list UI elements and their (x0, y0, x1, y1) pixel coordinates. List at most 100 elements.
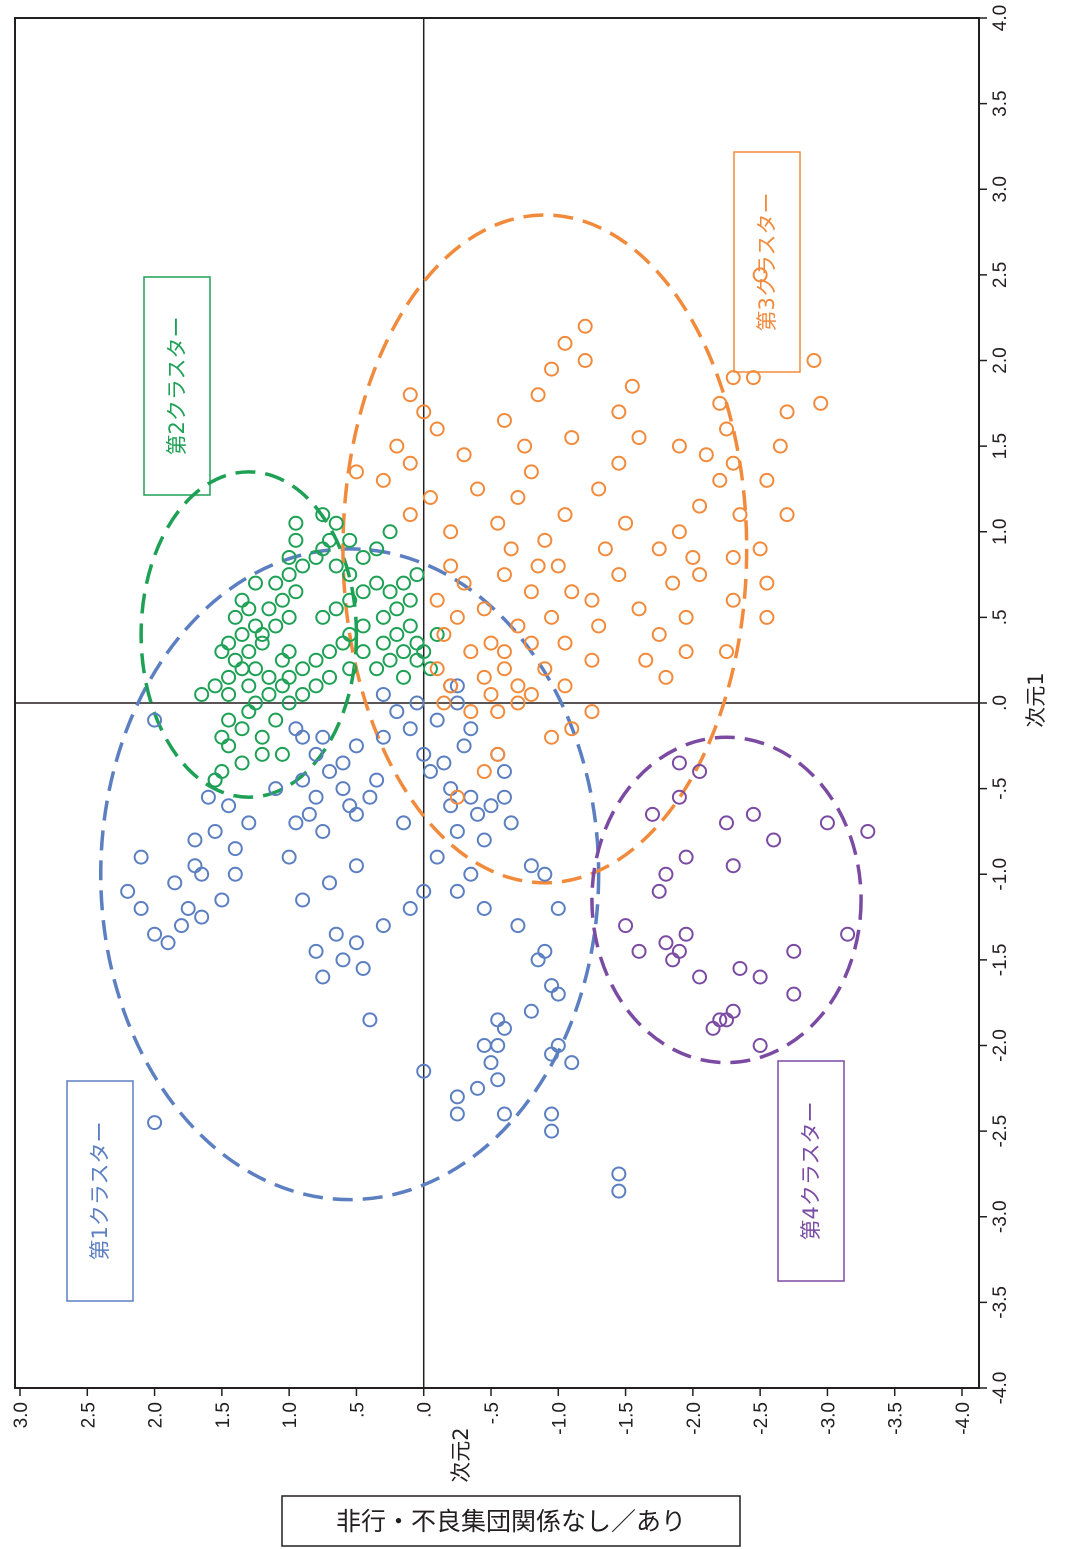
data-point (537, 532, 553, 548)
data-point (281, 609, 297, 625)
data-point (402, 455, 418, 471)
data-point (550, 901, 566, 916)
x-tick-label: -2.0 (990, 1029, 1011, 1062)
x-tick-label: -1.5 (990, 944, 1011, 977)
data-point (759, 575, 775, 591)
data-point (281, 849, 297, 865)
data-point (860, 823, 876, 839)
data-point (577, 318, 593, 334)
data-point (348, 806, 364, 822)
data-point (752, 267, 768, 283)
data-point (483, 635, 499, 651)
data-point (779, 507, 795, 523)
data-point (180, 901, 196, 916)
data-point (396, 815, 412, 831)
data-point (281, 669, 297, 685)
data-point (396, 575, 412, 591)
data-point (443, 798, 459, 814)
cluster-1-label-box (66, 1080, 134, 1302)
cluster-4-label: 第4クラスター (799, 1102, 823, 1241)
cluster-ellipse (341, 213, 749, 885)
data-point (597, 541, 613, 557)
x-tick-label: -3.0 (990, 1200, 1011, 1233)
data-point (402, 901, 418, 916)
data-point (745, 370, 761, 386)
data-point (160, 935, 176, 951)
data-point (658, 866, 674, 882)
data-point (261, 669, 277, 685)
data-point (254, 746, 270, 762)
data-point (389, 627, 405, 642)
y-tick-label: -2.0 (684, 1402, 705, 1435)
data-point (611, 455, 627, 471)
data-point (544, 978, 560, 994)
data-point (638, 652, 654, 668)
y-tick-label: 1.0 (280, 1402, 301, 1428)
data-point (194, 909, 210, 925)
data-point (328, 601, 344, 617)
data-point (281, 567, 297, 583)
data-point (308, 943, 324, 959)
data-point (429, 592, 445, 608)
data-point (234, 721, 250, 737)
data-point (584, 652, 600, 668)
data-point (678, 644, 694, 660)
data-point (470, 1080, 486, 1096)
data-point (712, 472, 728, 488)
data-point (476, 764, 492, 779)
data-point (274, 652, 290, 668)
data-point (449, 678, 465, 694)
data-point (288, 815, 304, 831)
data-point (463, 721, 479, 737)
data-point (254, 729, 270, 745)
data-point (355, 618, 371, 634)
y-tick-label: -3.0 (818, 1402, 839, 1435)
data-point (342, 567, 358, 583)
data-point (274, 678, 290, 694)
cluster-2-label-box (143, 276, 211, 496)
data-point (348, 935, 364, 951)
data-point (409, 567, 425, 583)
data-point (254, 635, 270, 651)
data-point (550, 986, 566, 1002)
data-point (342, 798, 358, 814)
data-point (443, 558, 459, 574)
data-point (732, 507, 748, 523)
data-point (214, 729, 230, 745)
data-point (369, 661, 385, 677)
data-point (510, 918, 526, 934)
data-point (490, 1072, 506, 1088)
data-point (295, 558, 311, 574)
data-point (490, 515, 506, 531)
data-point (214, 644, 230, 660)
data-point (449, 1106, 465, 1122)
data-point (221, 712, 237, 728)
data-point (342, 592, 358, 608)
data-point (308, 789, 324, 805)
data-point (315, 609, 331, 625)
data-point (200, 789, 216, 805)
data-point (470, 481, 486, 497)
data-point (288, 515, 304, 531)
data-point (564, 430, 580, 446)
data-point (348, 738, 364, 754)
data-point (766, 832, 782, 848)
data-point (449, 609, 465, 625)
data-point (355, 584, 371, 600)
data-point (248, 695, 263, 711)
data-point (537, 866, 553, 882)
data-point (806, 353, 822, 368)
data-point (234, 755, 250, 771)
x-tick-label: 1.5 (990, 433, 1011, 459)
data-point (692, 764, 708, 779)
data-point (221, 738, 237, 754)
data-point (725, 1003, 741, 1019)
data-point (779, 404, 795, 420)
data-point (759, 609, 775, 625)
data-point (436, 627, 452, 642)
data-point (463, 866, 479, 882)
cluster-3-label: 第3クラスター (755, 193, 779, 332)
data-point (725, 370, 741, 386)
data-point (618, 515, 634, 531)
